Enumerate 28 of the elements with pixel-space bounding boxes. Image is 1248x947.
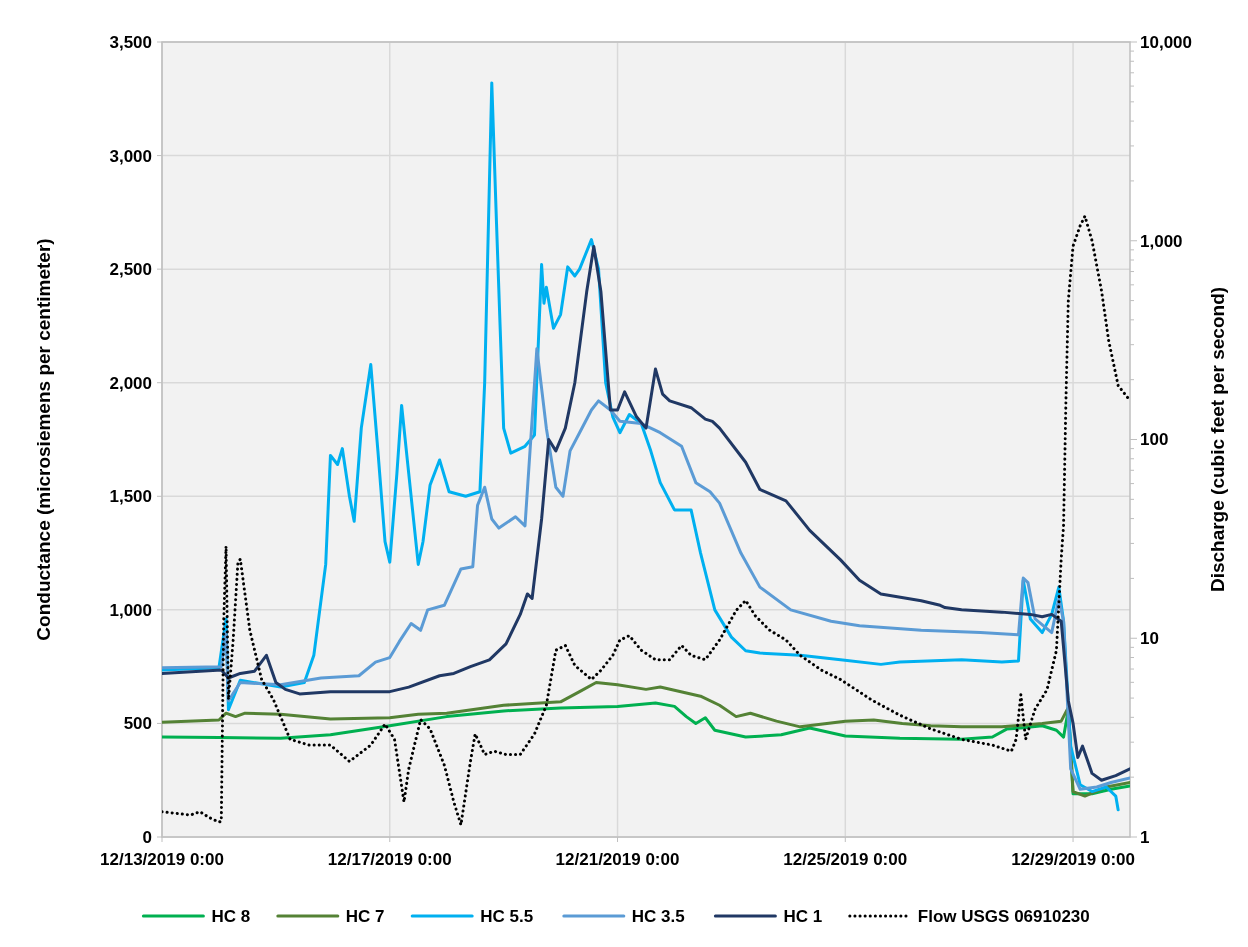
line-series bbox=[162, 681, 1130, 798]
x-tick-label: 12/29/2019 0:00 bbox=[1011, 850, 1135, 869]
y-tick-label: 3,500 bbox=[109, 32, 152, 52]
y2-tick-label: 1,000 bbox=[1140, 231, 1183, 251]
line-series bbox=[162, 347, 1130, 791]
y-tick-label: 1,000 bbox=[109, 600, 152, 620]
y-tick-label: 1,500 bbox=[109, 487, 152, 507]
y-axis-title: Conductance (microsiemens per centimeter) bbox=[33, 238, 54, 641]
y2-tick-label: 10 bbox=[1140, 629, 1159, 649]
y-tick-label: 500 bbox=[123, 714, 152, 734]
legend-label: Flow USGS 06910230 bbox=[917, 906, 1090, 926]
y-tick-label: 0 bbox=[142, 827, 152, 847]
legend-label: HC 3.5 bbox=[631, 906, 685, 926]
x-tick-label: 12/13/2019 0:00 bbox=[100, 850, 224, 869]
y-tick-label: 2,000 bbox=[109, 373, 152, 393]
legend-label: HC 1 bbox=[783, 906, 823, 926]
y-tick-label: 3,000 bbox=[109, 146, 152, 166]
y2-axis-title: Discharge (cubic feet per second) bbox=[1207, 286, 1228, 593]
y2-tick-label: 10,000 bbox=[1140, 32, 1192, 52]
legend-label: HC 8 bbox=[211, 906, 251, 926]
y-tick-label: 2,500 bbox=[109, 260, 152, 280]
x-tick-label: 12/25/2019 0:00 bbox=[783, 850, 908, 869]
x-tick-label: 12/17/2019 0:00 bbox=[327, 850, 452, 869]
legend-label: HC 5.5 bbox=[480, 906, 534, 926]
y2-tick-label: 1 bbox=[1140, 827, 1150, 847]
legend-label: HC 7 bbox=[345, 906, 385, 926]
y2-tick-label: 100 bbox=[1140, 430, 1169, 450]
x-tick-label: 12/21/2019 0:00 bbox=[555, 850, 680, 869]
